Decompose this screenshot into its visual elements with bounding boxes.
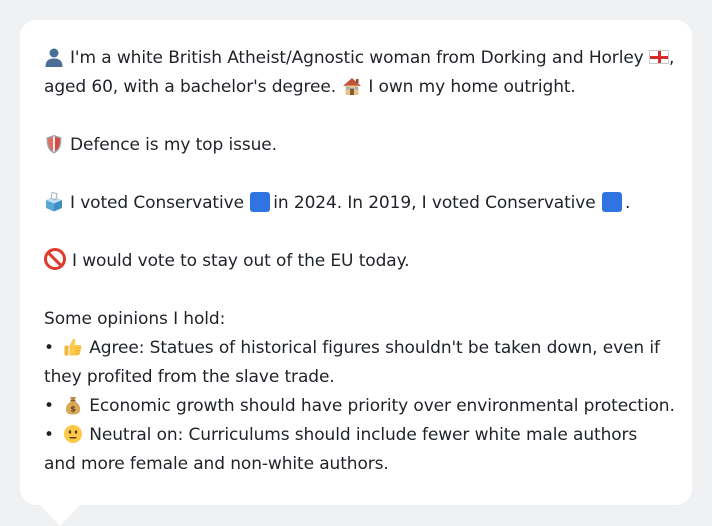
- eu-line: I would vote to stay out of the EU today…: [44, 247, 668, 276]
- person-icon: [44, 47, 64, 67]
- intro-text: I'm a white British Atheist/Agnostic wom…: [70, 48, 644, 68]
- svg-text:$: $: [71, 405, 77, 414]
- intro-line-1: I'm a white British Atheist/Agnostic wom…: [44, 44, 674, 73]
- neutral-face-icon: [63, 424, 83, 444]
- intro-education-text: aged 60, with a bachelor's degree.: [44, 77, 337, 97]
- bullet: •: [44, 425, 54, 445]
- home-ownership-text: I own my home outright.: [368, 77, 576, 97]
- money-bag-icon: $: [63, 395, 83, 415]
- opinion-item: • Neutral on: Curriculums should include…: [44, 421, 668, 479]
- intro-line-2: aged 60, with a bachelor's degree. I own…: [44, 73, 668, 102]
- prohibited-icon: [44, 248, 66, 270]
- bullet: •: [44, 338, 54, 358]
- opinions-heading: Some opinions I hold:: [44, 309, 226, 329]
- opinion-text: Agree: Statues of historical figures sho…: [44, 338, 660, 387]
- house-icon: [342, 76, 362, 96]
- ballot-box-icon: [44, 192, 64, 212]
- opinion-item: • $ Economic growth should have priority…: [44, 392, 675, 421]
- opinion-item: • Agree: Statues of historical figures s…: [44, 334, 668, 392]
- thumbs-up-icon: [63, 337, 83, 357]
- intro-comma: ,: [668, 48, 675, 68]
- conservative-blue-square-icon: [250, 192, 271, 212]
- speech-bubble-tail: [40, 505, 80, 526]
- opinion-text: Economic growth should have priority ove…: [89, 396, 675, 416]
- voting-line: I voted Conservative in 2024. In 2019, I…: [44, 189, 668, 218]
- shield-icon: [44, 134, 64, 154]
- england-flag-icon: [648, 50, 669, 64]
- voted-2024-text: I voted Conservative: [70, 193, 244, 213]
- voting-period: .: [624, 193, 631, 213]
- voted-2019-text: in 2024. In 2019, I voted Conservative: [273, 193, 596, 213]
- issue-line: Defence is my top issue.: [44, 131, 668, 160]
- conservative-blue-square-icon-2: [601, 192, 622, 212]
- profile-card: I'm a white British Atheist/Agnostic wom…: [20, 20, 692, 505]
- top-issue-text: Defence is my top issue.: [70, 135, 277, 155]
- eu-stance-text: I would vote to stay out of the EU today…: [72, 251, 410, 271]
- bullet: •: [44, 396, 54, 416]
- opinion-text: Neutral on: Curriculums should include f…: [44, 425, 638, 474]
